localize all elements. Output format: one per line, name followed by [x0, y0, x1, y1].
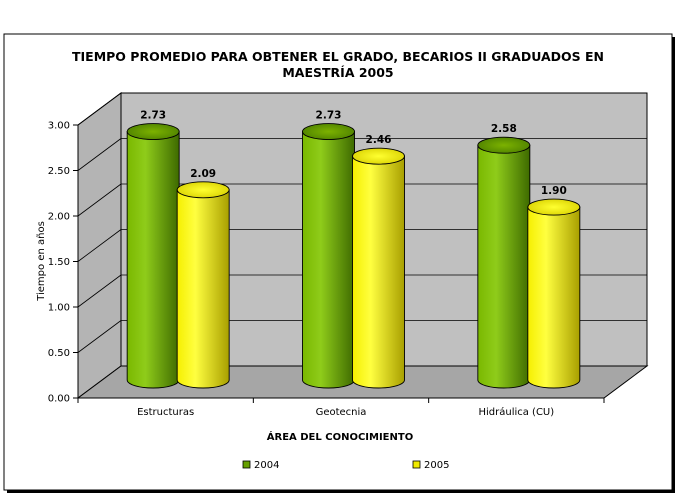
legend: 2004 2005 [242, 460, 449, 471]
bar-top [352, 147, 405, 165]
bar-top [126, 123, 180, 141]
bar-top [527, 198, 581, 216]
chart-frame-shadow-right [672, 37, 675, 493]
y-axis-ticks: 0.00 0.50 1.00 1.50 2.00 2.50 3.00 [48, 121, 78, 405]
bar-top [302, 123, 355, 141]
x-tick-label: Hidráulica (CU) [478, 406, 554, 418]
gridline-side [77, 320, 122, 353]
bar-body [302, 131, 355, 389]
y-tick-label: 3.00 [48, 121, 70, 132]
data-label: 2.58 [491, 123, 517, 135]
gridline-side [77, 229, 122, 262]
legend-swatch-2005 [412, 460, 421, 469]
legend-swatch-2004 [242, 460, 251, 469]
chart-frame-shadow-bottom [7, 490, 675, 493]
bar-body [176, 189, 230, 389]
x-tick-label: Geotecnia [316, 407, 367, 418]
bar-top [176, 181, 230, 199]
gridline-side [77, 92, 122, 126]
y-tick-label: 0.50 [48, 348, 70, 359]
bar-2004-Hidráulica (CU) [477, 136, 531, 389]
y-tick-label: 1.00 [48, 303, 70, 314]
legend-label-2004: 2004 [254, 460, 279, 471]
gridline-side [77, 274, 122, 308]
y-tick-label: 2.50 [48, 166, 70, 177]
bar-top [477, 136, 531, 154]
bar-2005-Hidráulica (CU) [527, 198, 581, 389]
y-tick-label: 1.50 [48, 257, 70, 268]
gridline-side [77, 138, 122, 171]
x-axis-title: ÁREA DEL CONOCIMIENTO [267, 430, 413, 443]
data-label: 2.09 [190, 168, 216, 180]
data-label: 2.73 [140, 110, 166, 122]
bar-body [352, 155, 405, 389]
data-label: 2.73 [316, 110, 342, 122]
legend-label-2005: 2005 [424, 460, 449, 471]
x-tick-label: Estructuras [137, 407, 194, 418]
bar-body [477, 144, 531, 389]
bar-2004-Estructuras [126, 123, 180, 389]
gridline-side [77, 183, 122, 217]
bar-2005-Geotecnia [352, 147, 405, 389]
data-label: 1.90 [541, 185, 567, 197]
bar-2004-Geotecnia [302, 123, 355, 389]
chart-title-line-2: MAESTRÍA 2005 [282, 65, 393, 80]
bar-2005-Estructuras [176, 181, 230, 389]
data-label: 2.46 [366, 134, 392, 146]
y-tick-label: 2.00 [48, 212, 70, 223]
y-axis-title: Tiempo en años [36, 221, 47, 302]
x-axis-ticks: Estructuras Geotecnia Hidráulica (CU) [77, 398, 605, 418]
chart-title-line-1: TIEMPO PROMEDIO PARA OBTENER EL GRADO, B… [72, 49, 604, 64]
data-labels-group: 2.73 2.09 2.73 2.46 2.58 1.90 [140, 110, 567, 198]
bar-body [527, 206, 581, 389]
y-tick-label: 0.00 [48, 394, 70, 405]
bars-group [126, 123, 581, 389]
bar-body [126, 131, 180, 389]
